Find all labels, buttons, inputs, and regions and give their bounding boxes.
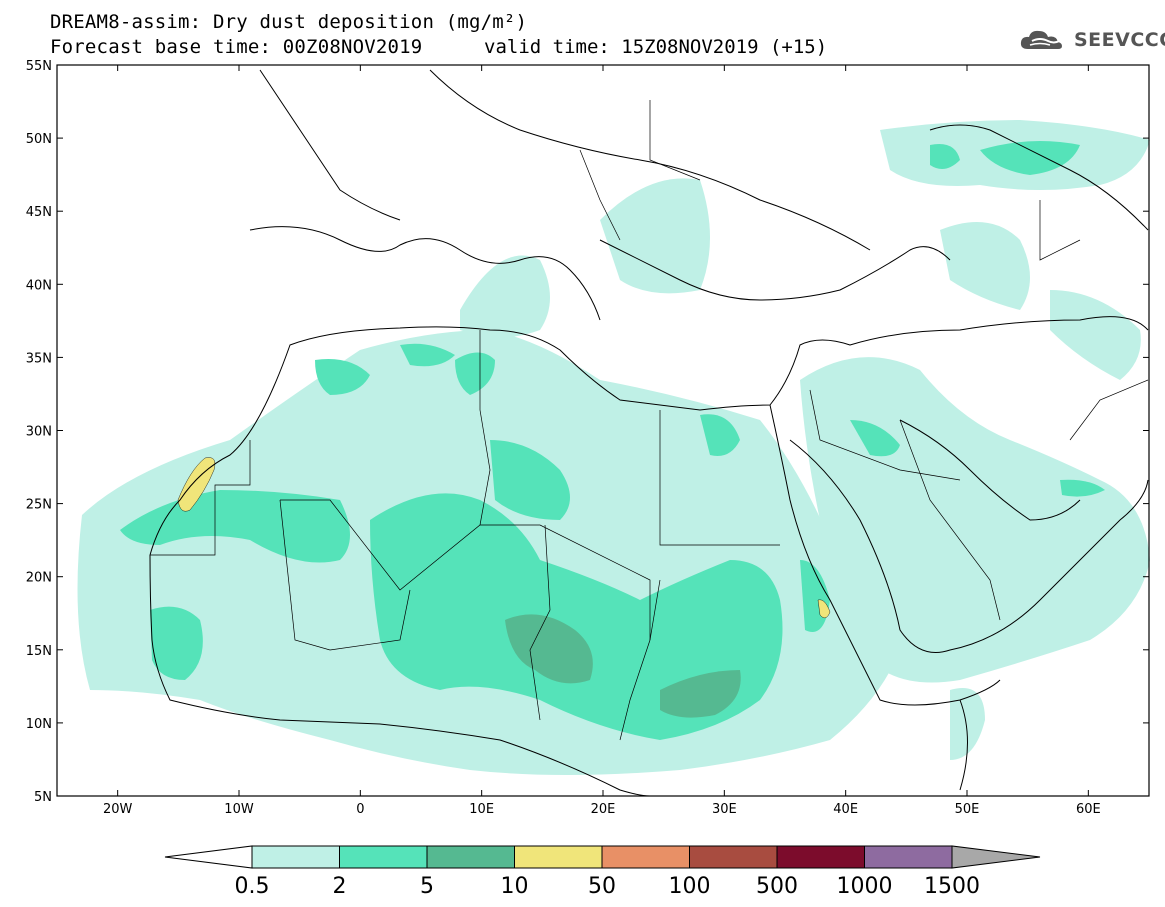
lon-label: 20E: [591, 802, 616, 817]
lat-label: 55N: [26, 59, 52, 74]
lon-label: 10E: [469, 802, 494, 817]
colorbar-label: 50: [588, 874, 616, 899]
dust-layer-medium: [120, 141, 1105, 740]
colorbar-swatch: [339, 845, 428, 869]
colorbar-swatch: [426, 845, 515, 869]
colorbar-under-arrow: [164, 845, 253, 869]
lat-label: 50N: [26, 132, 52, 147]
lon-label: 20W: [103, 802, 133, 817]
longitude-axis: 20W 10W 0 10E 20E 30E 40E 50E 60E: [103, 65, 1101, 817]
colorbar-swatch: [251, 845, 340, 869]
colorbar-over-arrow: [951, 845, 1041, 869]
colorbar-label: 1000: [837, 874, 893, 899]
coastlines: [149, 69, 1149, 797]
valid-time: valid time: 15Z08NOV2019 (+15): [484, 36, 828, 58]
lon-label: 30E: [712, 802, 737, 817]
lat-label: 40N: [26, 278, 52, 293]
colorbar-label: 500: [756, 874, 798, 899]
lat-label: 35N: [26, 351, 52, 366]
colorbar-label: 0.5: [235, 874, 270, 899]
colorbar-swatch: [601, 845, 690, 869]
cloud-icon: [1020, 30, 1062, 49]
lat-label: 45N: [26, 205, 52, 220]
lat-label: 20N: [26, 571, 52, 586]
lon-label: 60E: [1076, 802, 1101, 817]
colorbar-swatch: [776, 845, 865, 869]
map-title: DREAM8-assim: Dry dust deposition (mg/m²…: [50, 11, 528, 33]
colorbar-label: 100: [669, 874, 711, 899]
logo: SEEVCCC: [1018, 27, 1165, 53]
colorbar: 0.5 2 5 10 50 100 500 1000 1500: [164, 845, 1041, 899]
latitude-axis: 55N 50N 45N 40N 35N 30N 25N 20N 15N 10N 5N: [26, 59, 1149, 805]
lon-label: 0: [356, 802, 364, 817]
lon-label: 10W: [224, 802, 254, 817]
country-borders: [150, 100, 1149, 741]
colorbar-label: 2: [333, 874, 347, 899]
lat-label: 15N: [26, 644, 52, 659]
lat-label: 30N: [26, 425, 52, 440]
logo-text: SEEVCCC: [1074, 29, 1165, 51]
colorbar-label: 10: [501, 874, 529, 899]
lat-label: 10N: [26, 717, 52, 732]
colorbar-swatch: [864, 845, 953, 869]
lon-label: 50E: [955, 802, 980, 817]
colorbar-swatch: [689, 845, 778, 869]
map-panel: [57, 65, 1150, 797]
dust-layer-dark: [505, 614, 741, 718]
colorbar-label: 1500: [924, 874, 980, 899]
colorbar-swatch: [514, 845, 603, 869]
lat-label: 5N: [34, 790, 52, 805]
colorbar-label: 5: [420, 874, 434, 899]
lat-label: 25N: [26, 498, 52, 513]
forecast-base-time: Forecast base time: 00Z08NOV2019: [50, 36, 423, 58]
lon-label: 40E: [833, 802, 858, 817]
